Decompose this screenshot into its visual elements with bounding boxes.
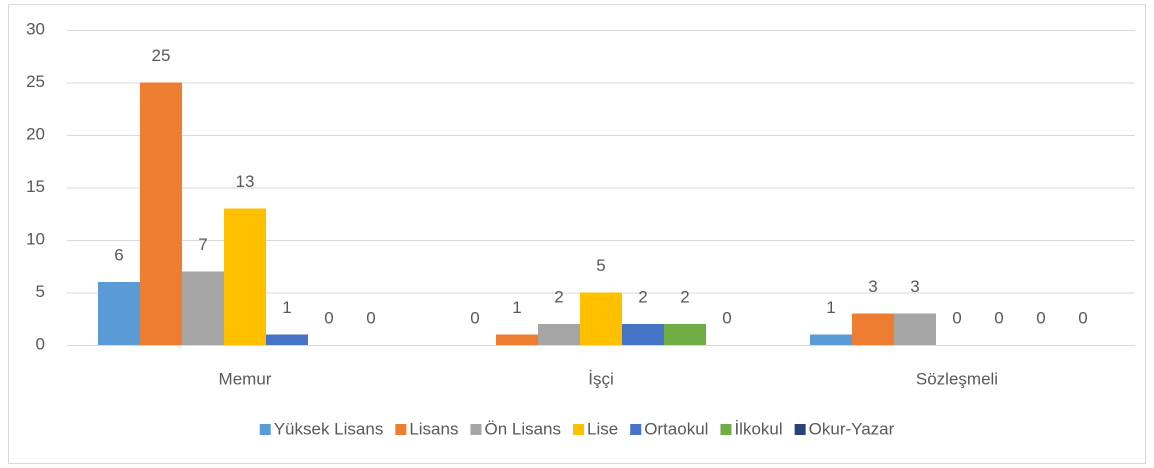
bar — [224, 208, 266, 345]
x-tick-label: Memur — [219, 369, 272, 388]
bar — [664, 324, 706, 345]
x-tick-label: İşçi — [588, 369, 614, 388]
data-label: 2 — [680, 287, 689, 306]
legend-swatch — [794, 424, 806, 435]
bar — [182, 271, 224, 345]
data-label: 6 — [114, 245, 123, 264]
y-tick-label: 10 — [26, 229, 45, 248]
data-label: 0 — [324, 308, 333, 327]
data-label: 1 — [512, 298, 521, 317]
data-label: 0 — [952, 308, 961, 327]
data-label: 7 — [198, 235, 207, 254]
bar — [622, 324, 664, 345]
data-label: 13 — [236, 172, 255, 191]
legend-label: İlkokul — [734, 419, 782, 438]
bar — [894, 313, 936, 345]
chart-border — [8, 4, 1146, 464]
bar — [580, 292, 622, 345]
y-tick-label: 15 — [26, 177, 45, 196]
data-label: 0 — [1078, 308, 1087, 327]
data-label: 5 — [596, 256, 605, 275]
data-label: 1 — [282, 298, 291, 317]
y-tick-label: 0 — [36, 334, 45, 353]
bar — [852, 313, 894, 345]
bar — [98, 282, 140, 345]
bar — [538, 324, 580, 345]
y-tick-label: 20 — [26, 124, 45, 143]
data-label: 25 — [152, 46, 171, 65]
data-label: 3 — [868, 277, 877, 296]
legend-swatch — [395, 424, 407, 435]
bar — [810, 334, 852, 345]
legend-swatch — [470, 424, 482, 435]
legend-label: Ön Lisans — [484, 419, 561, 438]
data-label: 2 — [638, 287, 647, 306]
data-label: 0 — [994, 308, 1003, 327]
legend-swatch — [259, 424, 271, 435]
legend-label: Lisans — [409, 419, 458, 438]
data-label: 0 — [722, 308, 731, 327]
y-tick-label: 30 — [26, 19, 45, 38]
legend-label: Lise — [587, 419, 618, 438]
legend-swatch — [573, 424, 585, 435]
legend-label: Ortaokul — [644, 419, 708, 438]
bar — [496, 334, 538, 345]
data-label: 0 — [470, 308, 479, 327]
legend-label: Okur-Yazar — [809, 419, 895, 438]
data-label: 0 — [1036, 308, 1045, 327]
legend-swatch — [720, 424, 732, 435]
data-label: 2 — [554, 287, 563, 306]
data-label: 1 — [826, 298, 835, 317]
bar — [140, 82, 182, 345]
legend-label: Yüksek Lisans — [274, 419, 384, 438]
legend: Yüksek Lisans Lisans Ön Lisans Lise Ortaokul… — [259, 419, 895, 438]
y-tick-label: 25 — [26, 72, 45, 91]
data-label: 0 — [366, 308, 375, 327]
x-tick-label: Sözleşmeli — [916, 369, 998, 388]
legend-swatch — [630, 424, 642, 435]
y-tick-label: 5 — [36, 282, 45, 301]
data-label: 3 — [910, 277, 919, 296]
bar — [266, 334, 308, 345]
